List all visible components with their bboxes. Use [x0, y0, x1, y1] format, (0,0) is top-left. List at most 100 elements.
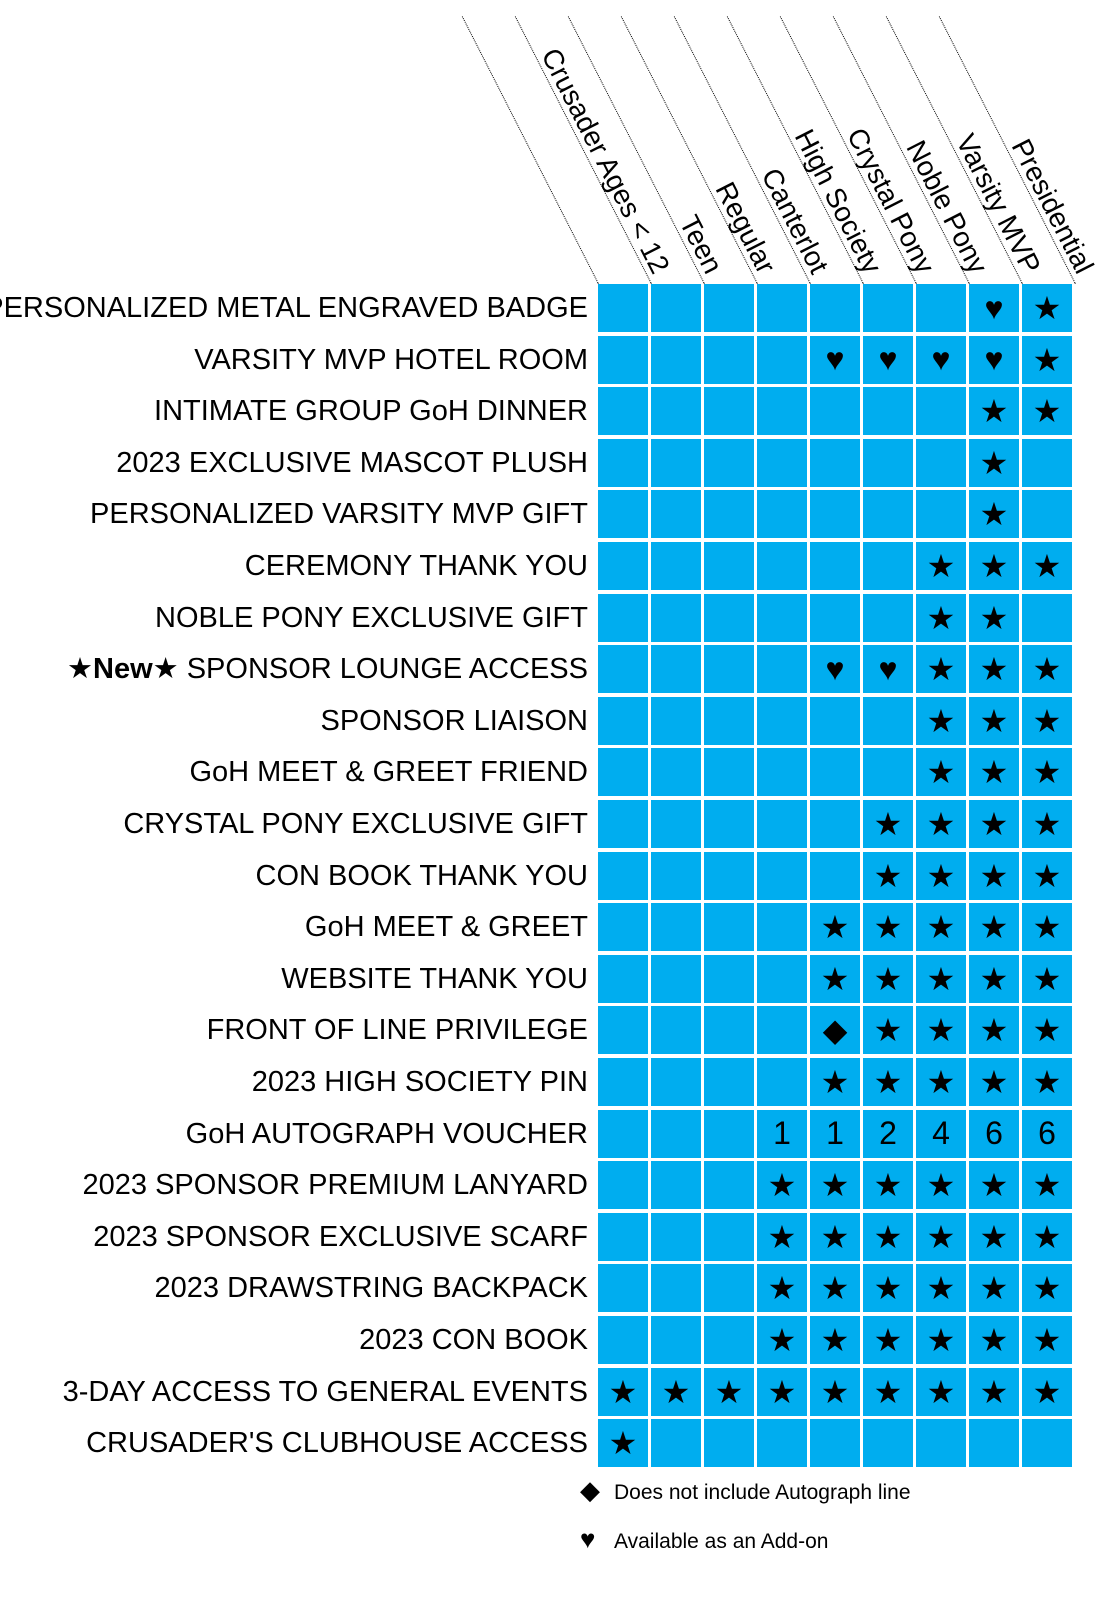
grid-cell	[704, 800, 754, 848]
grid-cell: ★	[969, 954, 1019, 1003]
star-icon: ★	[926, 1012, 956, 1049]
row-label-text: GoH AUTOGRAPH VOUCHER	[185, 1117, 588, 1150]
star-icon: ★	[926, 857, 956, 894]
row-label: CRUSADER'S CLUBHOUSE ACCESS	[86, 1417, 588, 1469]
heart-icon: ♥	[825, 650, 845, 687]
star-icon: ★	[873, 806, 903, 842]
grid-cell: ★	[916, 1161, 966, 1210]
row-label: GoH MEET & GREET FRIEND	[189, 746, 588, 798]
grid-cell	[916, 490, 966, 539]
grid-cell: ★	[969, 593, 1019, 642]
grid-cell	[810, 1419, 860, 1468]
star-icon: ★	[1032, 1064, 1062, 1100]
grid-cell: 6	[969, 1109, 1019, 1158]
row-label-text: 2023 EXCLUSIVE MASCOT PLUSH	[116, 446, 588, 479]
grid-cell	[1022, 593, 1072, 642]
grid-cell: ★	[810, 1212, 860, 1261]
row-label-text: SPONSOR LOUNGE ACCESS	[186, 653, 588, 686]
grid-cell	[598, 696, 648, 745]
row-label-text: VARSITY MVP HOTEL ROOM	[194, 343, 588, 376]
grid-cell	[810, 490, 860, 539]
star-icon: ★	[1032, 1270, 1062, 1307]
grid-cell	[651, 1058, 701, 1106]
grid-cell	[598, 1212, 648, 1261]
star-icon: ★	[1032, 393, 1062, 430]
grid-cell: ★	[916, 1058, 966, 1106]
heart-icon: ♥	[931, 341, 951, 378]
star-icon: ★	[979, 651, 1009, 688]
grid-cell: ★	[916, 903, 966, 952]
row-label: NOBLE PONY EXCLUSIVE GIFT	[155, 592, 588, 644]
grid-cell	[863, 1419, 913, 1468]
grid-cell: ♥	[916, 335, 966, 384]
row-label: GoH AUTOGRAPH VOUCHER	[186, 1108, 588, 1160]
star-icon: ★	[979, 909, 1009, 946]
row-label-text: FRONT OF LINE PRIVILEGE	[206, 1014, 588, 1047]
grid-cell: ★	[863, 1212, 913, 1261]
grid-cell: ♥	[969, 335, 1019, 384]
grid-cell	[651, 1109, 701, 1158]
grid-cell: ★	[757, 1316, 807, 1364]
star-icon: ★	[1032, 1012, 1062, 1049]
star-icon: ★	[1032, 1322, 1062, 1358]
grid-cell	[704, 903, 754, 952]
grid-cell	[651, 954, 701, 1003]
grid-cell: ★	[757, 1367, 807, 1416]
star-icon: ★	[1032, 960, 1062, 997]
grid-cell	[969, 1419, 1019, 1468]
grid-cell	[704, 387, 754, 436]
grid-cell	[651, 748, 701, 797]
grid-cell: ★	[863, 1161, 913, 1210]
grid-cell	[757, 284, 807, 332]
star-icon: ★	[661, 1373, 691, 1410]
grid-cell	[863, 593, 913, 642]
grid-cell	[651, 1316, 701, 1364]
grid-cell: ♥	[810, 645, 860, 694]
grid-cell: ★	[916, 542, 966, 590]
grid-cell	[757, 335, 807, 384]
row-label: 2023 SPONSOR EXCLUSIVE SCARF	[93, 1211, 588, 1263]
row-label-text: CRUSADER'S CLUBHOUSE ACCESS	[86, 1427, 588, 1460]
star-icon: ★	[1032, 702, 1062, 739]
grid-cell	[651, 1006, 701, 1055]
grid-cell	[757, 490, 807, 539]
star-icon: ★	[979, 1064, 1009, 1100]
star-icon: ★	[873, 909, 903, 946]
grid-cell: ★	[810, 1058, 860, 1106]
grid-cell	[757, 954, 807, 1003]
grid-cell: ♥	[863, 335, 913, 384]
star-icon: ★	[1032, 651, 1062, 688]
grid-cell: ♥	[863, 645, 913, 694]
grid-cell	[598, 1006, 648, 1055]
grid-cell: ★	[1022, 1367, 1072, 1416]
grid-cell: ★	[969, 438, 1019, 487]
star-icon: ★	[1032, 754, 1062, 791]
grid-cell	[598, 335, 648, 384]
row-label-text: CEREMONY THANK YOU	[244, 550, 588, 582]
grid-cell	[598, 1316, 648, 1364]
grid-cell: ★	[969, 748, 1019, 797]
star-icon: ★	[926, 651, 956, 688]
grid-cell: ★	[916, 800, 966, 848]
grid-cell	[757, 1006, 807, 1055]
star-icon: ★	[979, 393, 1009, 430]
grid-cell	[704, 284, 754, 332]
grid-cell	[757, 748, 807, 797]
grid-cell: ★	[1022, 800, 1072, 848]
grid-cell	[1022, 1419, 1072, 1468]
grid-cell	[598, 748, 648, 797]
star-icon: ★	[926, 806, 956, 842]
row-label: INTIMATE GROUP GoH DINNER	[154, 385, 588, 437]
grid-cell	[757, 645, 807, 694]
grid-cell	[757, 851, 807, 900]
star-icon: ★	[608, 1425, 638, 1462]
grid-cell	[704, 748, 754, 797]
grid-cell: ★	[1022, 696, 1072, 745]
grid-cell: ★	[863, 954, 913, 1003]
grid-cell: ★	[969, 851, 1019, 900]
row-label: 2023 CON BOOK	[359, 1314, 588, 1366]
star-icon: ★	[873, 960, 903, 997]
grid-cell: ★	[757, 1161, 807, 1210]
row-label: VARSITY MVP HOTEL ROOM	[194, 334, 588, 386]
